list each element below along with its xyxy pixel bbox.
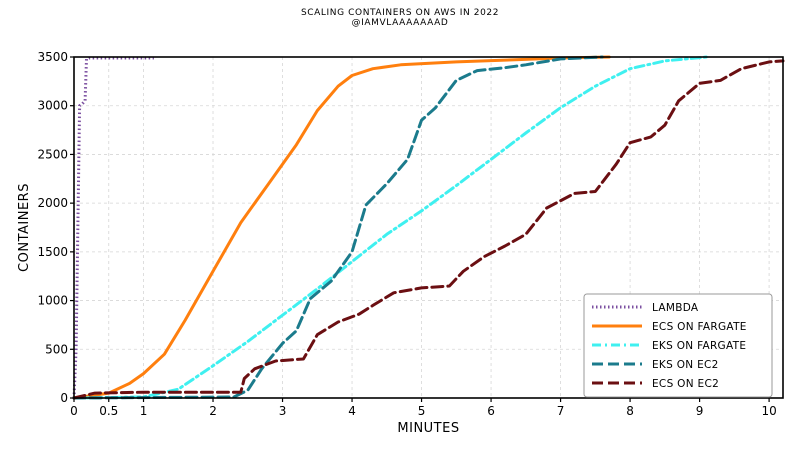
x-tick-label: 5 (418, 404, 426, 418)
x-tick-label: 3 (279, 404, 287, 418)
y-tick-label: 1000 (37, 294, 68, 308)
y-tick-label: 0 (60, 391, 68, 405)
y-tick-label: 2000 (37, 196, 68, 210)
series-line-ecs-on-ec2 (72, 59, 785, 400)
y-tick-label: 500 (45, 342, 68, 356)
x-tick-label: 1 (140, 404, 148, 418)
legend-label: LAMBDA (652, 302, 699, 314)
y-axis-label: CONTAINERS (17, 183, 32, 272)
series-line-ecs-on-fargate (72, 55, 611, 400)
legend-label: ECS ON EC2 (652, 378, 719, 390)
series-line-eks-on-ec2 (72, 55, 604, 400)
x-tick-label: 4 (348, 404, 356, 418)
x-axis-label: MINUTES (397, 421, 459, 436)
x-tick-label: 7 (557, 404, 565, 418)
legend-label: EKS ON FARGATE (652, 340, 746, 352)
x-tick-label: 2 (209, 404, 217, 418)
x-tick-label: 0 (70, 404, 78, 418)
legend-label: EKS ON EC2 (652, 359, 719, 371)
legend-box (583, 293, 773, 398)
y-tick-label: 3000 (37, 99, 68, 113)
y-tick-label: 3500 (37, 50, 68, 64)
legend: LAMBDA ECS ON FARGATE EKS ON FARGATE EKS ON… (583, 293, 773, 398)
legend-label: ECS ON FARGATE (652, 321, 747, 333)
x-tick-label: 10 (761, 404, 776, 418)
y-tick-label: 1500 (37, 245, 68, 259)
x-tick-label: 8 (626, 404, 634, 418)
axis-ticks: 0 0.5 1 2 3 4 5 6 7 8 9 10 0 500 1000 1500 2000 2500 3000 3… (37, 50, 776, 418)
plot-frame (73, 56, 784, 399)
chart-subtitle: @IAMVLAAAAAAAD (351, 18, 449, 28)
x-tick-label: 6 (487, 404, 495, 418)
chart-title: SCALING CONTAINERS ON AWS IN 2022 (300, 8, 500, 18)
x-tick-label: 9 (696, 404, 704, 418)
series-lines (72, 55, 785, 400)
series-line-lambda (72, 56, 154, 399)
series-line-eks-on-fargate (72, 55, 708, 400)
y-tick-label: 2500 (37, 147, 68, 161)
x-tick-label: 0.5 (99, 404, 118, 418)
